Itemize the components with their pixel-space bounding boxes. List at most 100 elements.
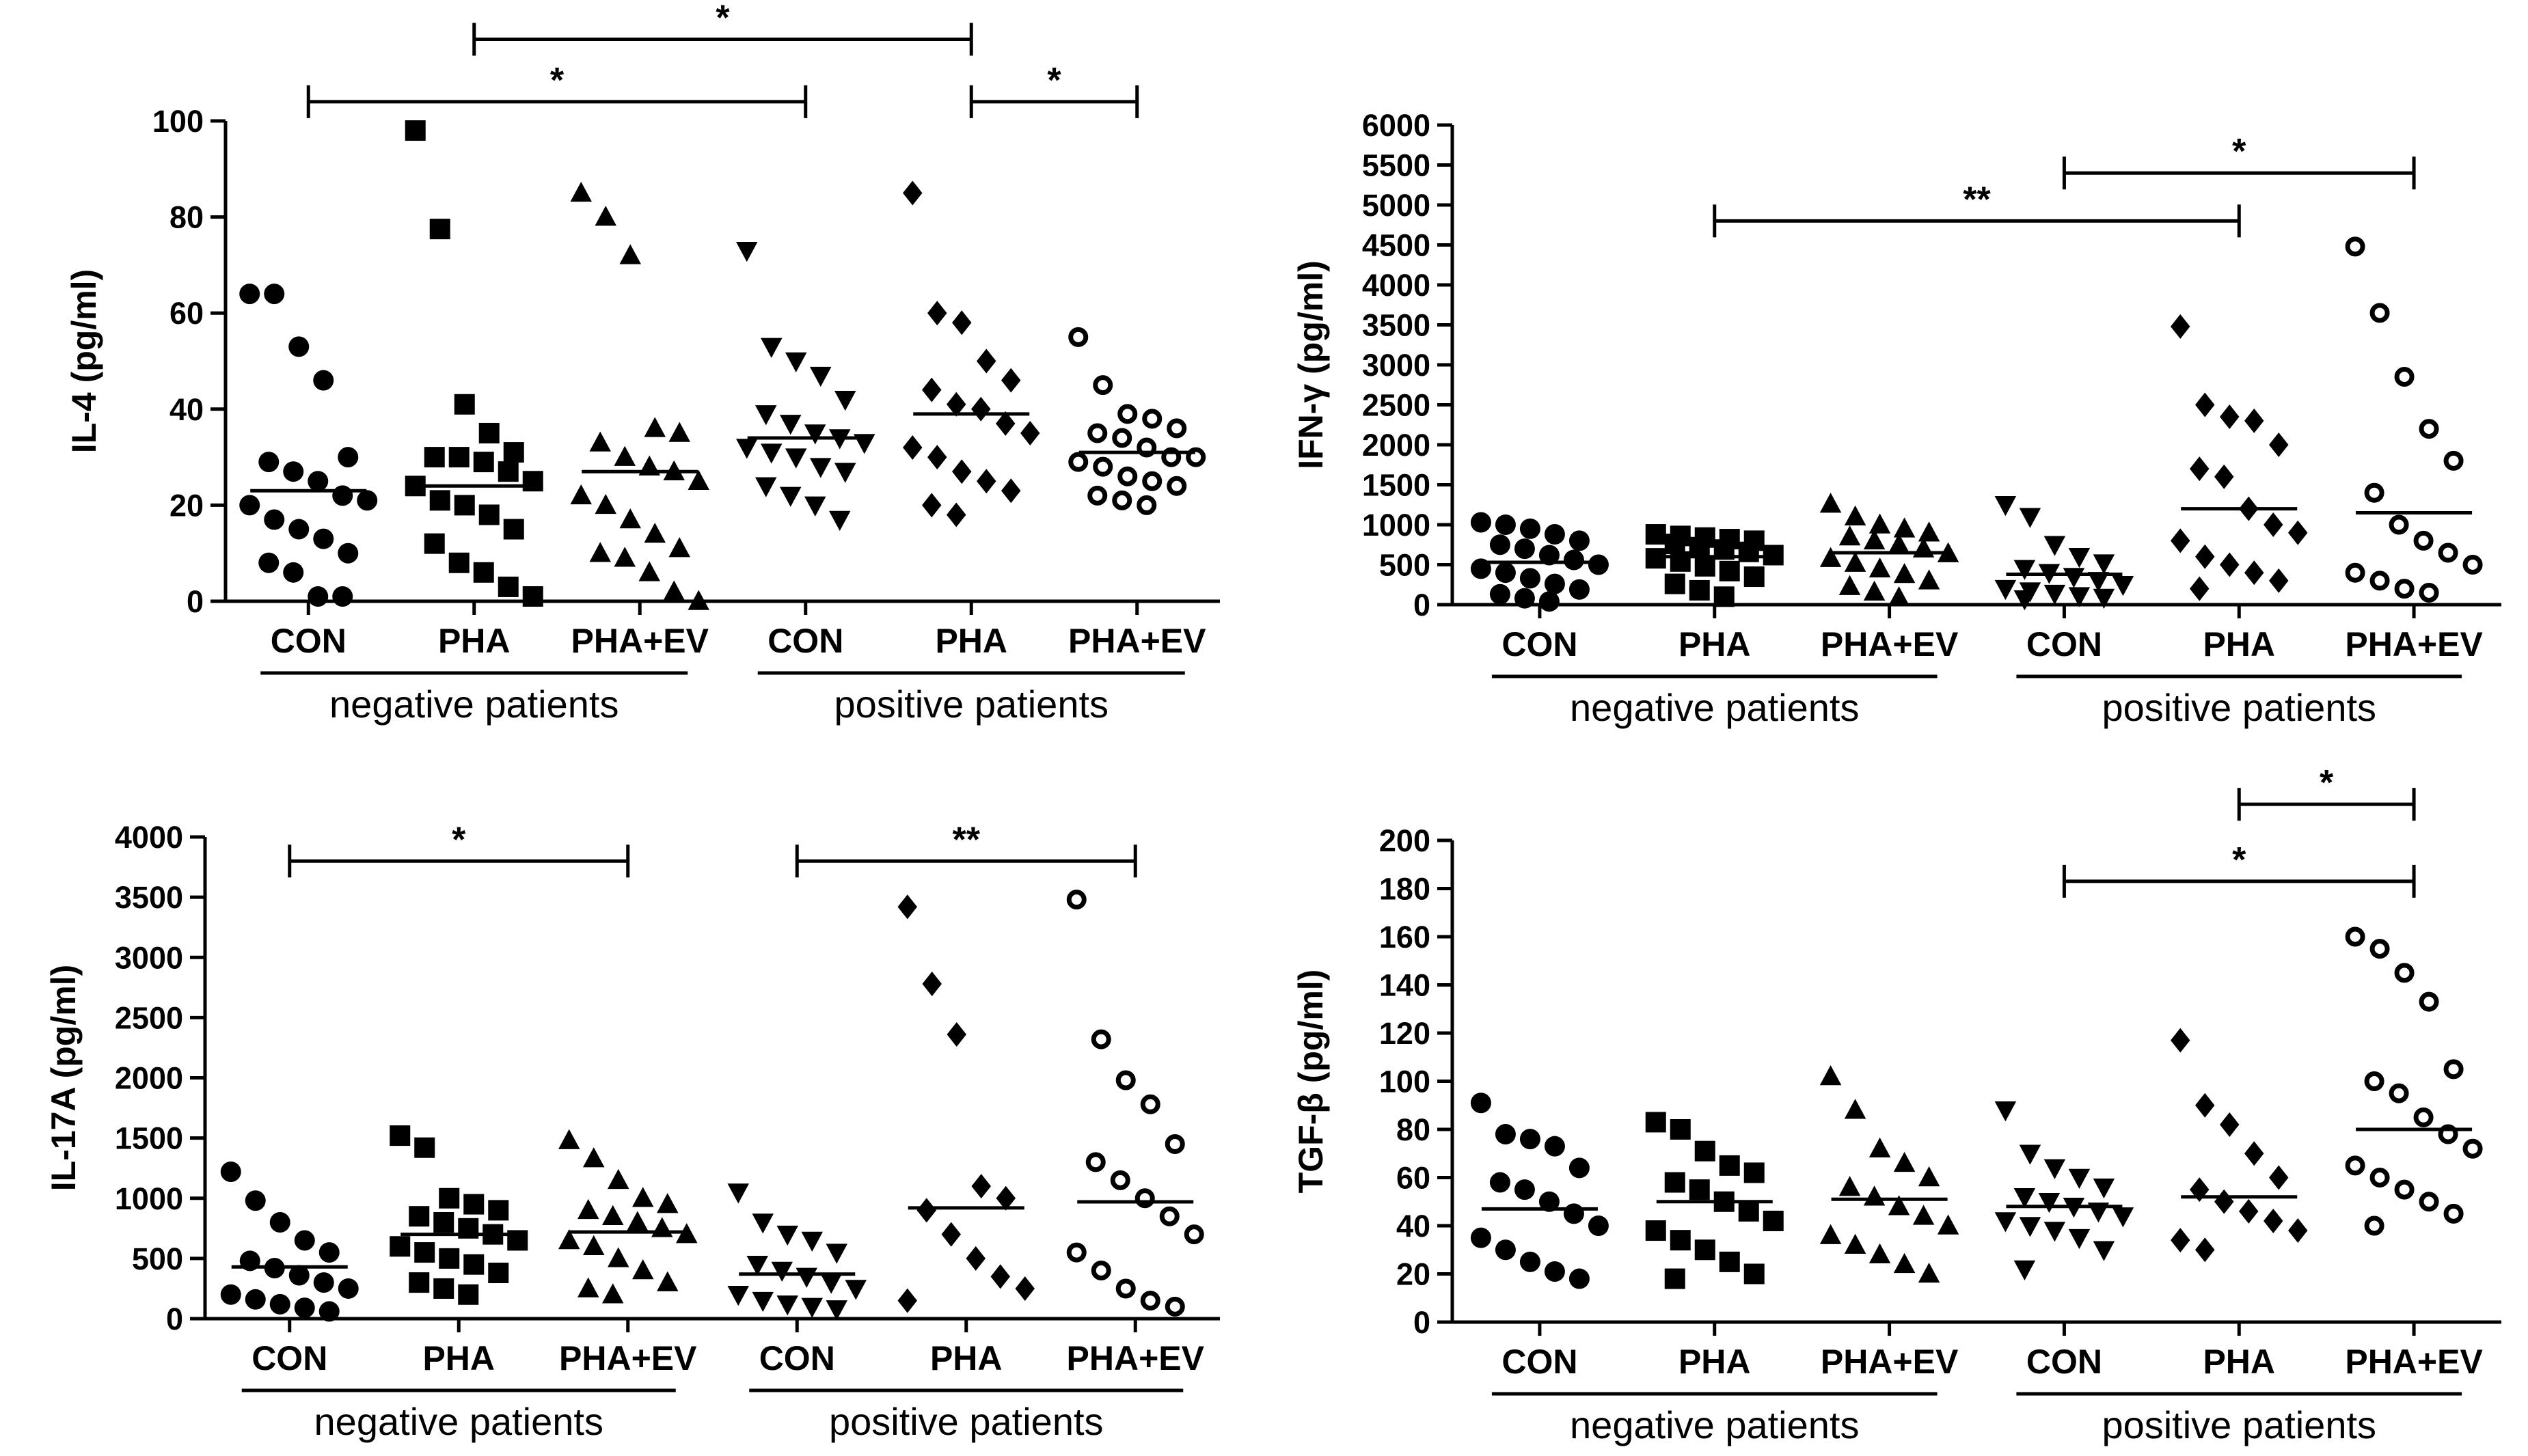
significance-label: *: [716, 0, 730, 38]
data-point: [2019, 1217, 2041, 1237]
data-point: [977, 348, 996, 374]
data-point: [1664, 534, 1685, 555]
data-point: [752, 1291, 774, 1313]
data-point: [1819, 1064, 1842, 1086]
data-point: [2345, 562, 2365, 583]
data-point: [1588, 554, 1609, 575]
data-point: [338, 1278, 359, 1299]
y-tick-label: 2000: [115, 1061, 183, 1096]
data-point: [1844, 1099, 1866, 1119]
x-tick-label: CON: [767, 622, 843, 660]
data-point: [1066, 890, 1087, 910]
y-tick-label: 500: [1379, 548, 1430, 583]
y-tick-label: 80: [169, 200, 204, 235]
data-point: [1514, 588, 1535, 609]
data-point: [947, 1022, 966, 1047]
y-tick-label: 1000: [1362, 508, 1430, 542]
data-point: [2195, 392, 2215, 417]
data-point: [947, 502, 966, 527]
data-point: [2364, 1215, 2384, 1236]
data-point: [2394, 963, 2415, 983]
group-label: positive patients: [829, 1400, 1104, 1443]
data-point: [1888, 586, 1910, 607]
y-tick-label: 60: [1396, 1161, 1430, 1196]
y-tick-label: 1500: [115, 1121, 183, 1156]
data-point: [318, 1242, 340, 1263]
data-point: [820, 1274, 842, 1294]
data-point: [1743, 566, 1765, 588]
data-point: [1819, 1224, 1842, 1244]
panel-3: 0 500 1000 1500 2000 2500 3000 3500 4000 IL-17A (…: [44, 820, 1220, 1443]
data-point: [1719, 560, 1740, 581]
data-point: [916, 1198, 936, 1223]
x-tick-label: PHA+EV: [2345, 1343, 2483, 1381]
data-point: [1117, 404, 1138, 424]
data-point: [651, 1217, 673, 1237]
data-point: [258, 452, 280, 473]
data-point: [845, 1280, 867, 1300]
data-point: [1519, 518, 1540, 539]
data-point: [1568, 579, 1590, 600]
x-tick-label: CON: [2026, 625, 2102, 663]
data-point: [804, 424, 826, 445]
data-point: [1066, 1242, 1087, 1263]
data-point: [1167, 476, 1187, 496]
data-point: [1519, 1251, 1540, 1272]
data-point: [2013, 590, 2036, 611]
data-point: [2288, 520, 2308, 545]
data-point: [283, 461, 304, 482]
data-point: [2462, 1138, 2483, 1159]
y-tick-label: 0: [166, 1302, 183, 1336]
data-point: [1137, 495, 1157, 515]
data-point: [2419, 419, 2439, 439]
significance-label: *: [550, 61, 565, 100]
data-point: [2244, 560, 2264, 586]
data-point: [897, 894, 917, 920]
data-point: [439, 1248, 460, 1269]
data-point: [433, 1278, 454, 1299]
data-point: [1844, 551, 1866, 572]
data-point: [1519, 1129, 1540, 1150]
data-point: [308, 586, 329, 607]
data-point: [577, 1277, 599, 1297]
data-point: [727, 1183, 749, 1204]
data-point: [663, 580, 685, 601]
y-axis-title: IL-4 (pg/ml): [65, 269, 103, 453]
data-point: [1142, 471, 1163, 491]
data-point: [1538, 1191, 1560, 1212]
panel-1: 0 20 40 60 80 100 IL-4 (pg/ml) CON PHA PHA+EV CON P…: [65, 0, 1220, 726]
data-point: [589, 542, 611, 562]
data-point: [2019, 508, 2041, 528]
data-point: [947, 392, 966, 417]
data-point: [1489, 1172, 1510, 1193]
data-point: [1918, 1166, 1940, 1187]
data-point: [2038, 1193, 2061, 1213]
data-point: [1670, 1119, 1691, 1140]
data-point: [2419, 991, 2439, 1012]
data-point: [583, 1235, 605, 1255]
data-point: [258, 552, 280, 573]
y-tick-label: 100: [1379, 1064, 1430, 1099]
data-point: [332, 586, 353, 607]
data-point: [522, 471, 543, 492]
data-point: [1165, 1296, 1185, 1317]
data-point: [1994, 1212, 2017, 1233]
data-point: [1819, 493, 1842, 513]
data-point: [283, 562, 304, 583]
data-point: [1165, 1134, 1185, 1154]
data-point: [2195, 544, 2215, 569]
data-point: [357, 490, 378, 511]
data-point: [2220, 552, 2240, 577]
data-point: [1738, 541, 1759, 562]
data-point: [2443, 450, 2464, 471]
data-point: [595, 493, 616, 514]
data-point: [2220, 404, 2240, 430]
data-point: [1994, 1101, 2017, 1122]
data-point: [780, 415, 802, 435]
x-tick-label: CON: [1501, 1343, 1577, 1381]
data-point: [2364, 482, 2384, 503]
data-point: [903, 435, 923, 461]
data-point: [1664, 1268, 1685, 1289]
group-label: positive patients: [834, 683, 1109, 726]
data-point: [1738, 1200, 1759, 1222]
